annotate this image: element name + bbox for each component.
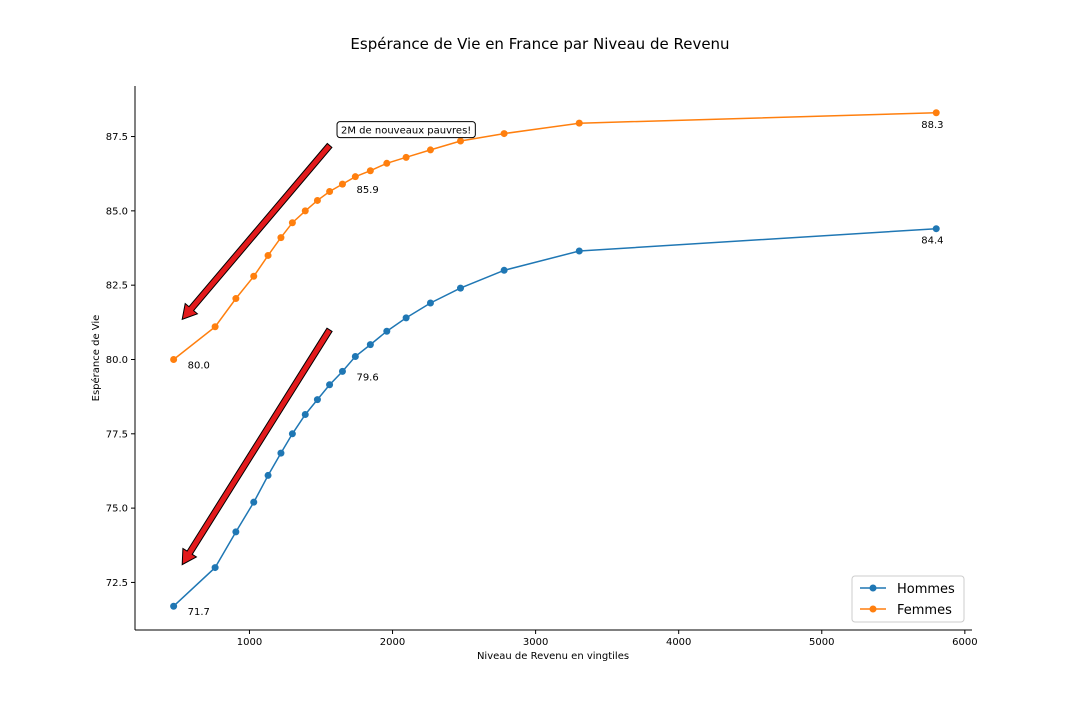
data-point-femmes: [277, 234, 285, 242]
series-layer: [170, 109, 940, 610]
data-point-femmes: [402, 153, 410, 161]
legend-label-hommes: Hommes: [897, 582, 955, 597]
data-point-hommes: [232, 528, 240, 536]
data-point-femmes: [232, 295, 240, 303]
legend-marker-hommes: [869, 584, 877, 592]
data-point-hommes: [457, 284, 464, 292]
annotation-text: 2M de nouveaux pauvres!: [341, 126, 471, 137]
data-point-hommes: [301, 410, 309, 418]
data-point-femmes: [288, 219, 296, 227]
chart-title: Espérance de Vie en France par Niveau de…: [350, 35, 729, 53]
x-ticks: 1000 2000 3000 4000 5000 6000: [237, 630, 978, 648]
data-point-femmes: [211, 323, 219, 331]
data-label: 84.4: [921, 236, 943, 247]
legend: Hommes Femmes: [851, 575, 965, 623]
data-point-femmes: [351, 173, 359, 181]
legend-marker-femmes: [869, 605, 877, 613]
data-point-femmes: [383, 159, 391, 167]
legend-label-femmes: Femmes: [897, 603, 952, 618]
data-point-hommes: [277, 449, 285, 457]
data-point-hommes: [366, 341, 374, 349]
x-tick-label: 2000: [380, 637, 405, 648]
data-point-hommes: [170, 602, 178, 610]
data-point-femmes: [338, 180, 346, 188]
x-tick-label: 3000: [523, 637, 548, 648]
data-point-hommes: [426, 299, 434, 307]
data-point-femmes: [301, 207, 309, 215]
data-point-femmes: [250, 272, 258, 280]
data-point-femmes: [426, 146, 434, 154]
data-point-hommes: [338, 367, 346, 375]
y-ticks: 72.5 75.0 77.5 80.0 82.5 85.0 87.5: [106, 132, 135, 589]
data-point-hommes: [932, 225, 940, 233]
data-point-femmes: [500, 130, 508, 138]
data-point-hommes: [383, 327, 391, 335]
annotation-arrow: [181, 142, 333, 321]
x-tick-label: 6000: [952, 637, 977, 648]
x-axis-label: Niveau de Revenu en vingtiles: [477, 651, 629, 662]
data-point-femmes: [366, 167, 374, 175]
data-label: 79.6: [356, 372, 378, 383]
y-tick-label: 82.5: [106, 281, 128, 292]
data-point-hommes: [250, 498, 258, 506]
y-tick-label: 80.0: [106, 355, 128, 366]
x-tick-label: 4000: [666, 637, 691, 648]
data-point-femmes: [264, 251, 272, 259]
y-tick-label: 77.5: [106, 429, 128, 440]
data-point-hommes: [264, 471, 272, 479]
data-label: 71.7: [188, 607, 210, 618]
data-label: 85.9: [356, 185, 378, 196]
data-point-femmes: [326, 188, 334, 196]
data-point-femmes: [932, 109, 940, 117]
data-labels: 80.0 85.9 88.3 71.7 79.6 84.4: [188, 120, 944, 618]
series-line-hommes: [173, 227, 937, 607]
data-point-femmes: [170, 355, 178, 363]
annotation: 2M de nouveaux pauvres!: [181, 121, 476, 566]
data-point-hommes: [575, 247, 583, 255]
data-point-hommes: [288, 430, 296, 438]
annotation-box: [336, 121, 476, 139]
data-point-femmes: [575, 119, 583, 127]
y-tick-label: 87.5: [106, 132, 128, 143]
x-tick-label: 1000: [237, 637, 262, 648]
y-tick-label: 85.0: [106, 206, 128, 217]
axes: [134, 86, 972, 631]
data-point-hommes: [351, 353, 359, 361]
data-point-hommes: [313, 396, 321, 404]
data-point-hommes: [211, 564, 219, 572]
annotation-arrow: [181, 327, 333, 566]
y-tick-label: 72.5: [106, 578, 128, 589]
data-point-hommes: [326, 381, 334, 389]
data-label: 80.0: [188, 360, 210, 371]
y-axis-label: Espérance de Vie: [90, 315, 102, 402]
data-point-hommes: [402, 314, 410, 322]
data-point-femmes: [313, 196, 321, 204]
data-point-femmes: [457, 137, 464, 145]
data-point-hommes: [500, 266, 508, 274]
data-label: 88.3: [921, 120, 943, 131]
series-line-femmes: [173, 112, 937, 361]
x-tick-label: 5000: [809, 637, 834, 648]
y-tick-label: 75.0: [106, 504, 128, 515]
